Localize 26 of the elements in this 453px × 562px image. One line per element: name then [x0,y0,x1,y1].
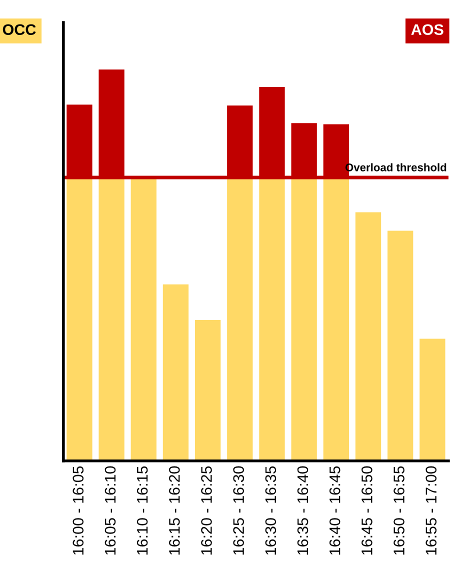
bar [227,177,253,461]
text: OCC [2,24,36,36]
x-tick-label: 16:40 - 16:45 [329,466,340,555]
x-tick-label: 16:30 - 16:35 [265,466,276,555]
bar [130,177,156,461]
x-tick-label: 16:05 - 16:10 [104,466,116,555]
bar [162,284,189,461]
bar [259,177,285,461]
x-tick-label: 16:50 - 16:55 [394,466,404,555]
bar [194,320,221,461]
bar [420,338,446,461]
x-tick-label: 16:55 - 17:00 [426,466,437,555]
bar [388,230,414,461]
text: AOS [411,24,444,36]
x-tick-label: 16:35 - 16:40 [297,466,308,555]
bar [66,177,92,461]
x-tick-label: 16:15 - 16:20 [169,466,180,555]
bar [323,177,349,461]
x-tick-label: 16:45 - 16:50 [362,466,372,555]
x-tick-label: 16:20 - 16:25 [201,466,212,555]
x-tick-label: 16:00 - 16:05 [72,466,84,555]
bar [291,177,317,461]
x-tick-label: 16:25 - 16:30 [233,466,244,555]
x-tick-label: 16:10 - 16:15 [136,466,148,555]
bar [355,212,382,461]
bar [98,177,124,461]
